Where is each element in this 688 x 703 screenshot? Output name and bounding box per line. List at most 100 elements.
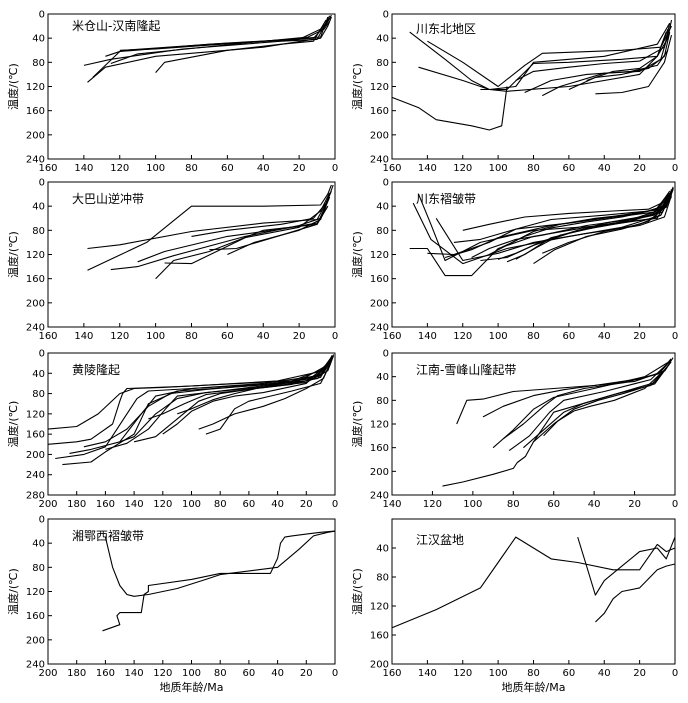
series-line-7 (533, 361, 672, 443)
x-axis-label: 地质年龄/Ma (502, 680, 566, 694)
panel-title: 川东褶皱带 (416, 191, 476, 206)
x-tick-label: 0 (332, 163, 338, 174)
series-line-7 (209, 205, 329, 251)
series-line-8 (191, 190, 332, 237)
y-axis-label: 温度/(℃) (6, 568, 20, 615)
chart-panel-3: 160 140 120 100 80 60 40 20 004080120160200240温度… (6, 178, 338, 343)
x-tick-label: 40 (257, 163, 270, 174)
x-tick-label: 140 (74, 163, 93, 174)
x-tick-label: 0 (332, 668, 338, 679)
y-tick-label: 120 (370, 82, 389, 93)
x-tick-label: 20 (633, 331, 646, 342)
series-line-11 (198, 357, 333, 430)
x-tick-label: 120 (110, 163, 129, 174)
y-tick-label: 240 (26, 155, 45, 166)
series-line-11 (515, 192, 671, 260)
x-tick-label: 20 (293, 331, 306, 342)
y-tick-label: 120 (26, 409, 45, 420)
x-tick-label: 160 (382, 163, 401, 174)
x-tick-label: 0 (672, 331, 678, 342)
y-tick-label: 160 (370, 106, 389, 117)
y-tick-label: 40 (32, 202, 45, 213)
y-tick-label: 80 (32, 58, 45, 69)
series-line-9 (482, 357, 674, 418)
x-tick-label: 20 (300, 499, 313, 510)
x-tick-label: 0 (672, 499, 678, 510)
y-tick-label: 40 (376, 202, 389, 213)
panel-title: 米仓山-汉南隆起 (72, 18, 160, 33)
x-tick-label: 120 (153, 499, 172, 510)
x-tick-label: 100 (489, 668, 508, 679)
series-line-11 (586, 31, 667, 82)
x-tick-label: 60 (243, 499, 256, 510)
x-tick-label: 140 (418, 163, 437, 174)
chart-panel-5: 200 180 160 140 120 100 80 60 40 20 00408012016020… (6, 349, 338, 511)
chart-panel-4: 160 140 120 100 80 60 40 20 004080120160200240温度… (350, 178, 678, 343)
x-tick-label: 140 (74, 331, 93, 342)
y-axis-label: 温度/(℃) (350, 568, 364, 615)
x-tick-label: 20 (633, 668, 646, 679)
y-tick-label: 200 (370, 467, 389, 478)
x-tick-label: 100 (182, 499, 201, 510)
x-tick-label: 80 (527, 163, 540, 174)
y-tick-label: 240 (370, 491, 389, 502)
y-tick-label: 40 (32, 34, 45, 45)
x-tick-label: 40 (598, 331, 611, 342)
x-tick-label: 160 (382, 668, 401, 679)
x-tick-label: 80 (507, 499, 520, 510)
x-tick-label: 100 (182, 668, 201, 679)
y-tick-label: 200 (26, 130, 45, 141)
x-tick-label: 100 (146, 331, 165, 342)
x-tick-label: 180 (67, 499, 86, 510)
x-tick-label: 140 (125, 499, 144, 510)
x-tick-label: 140 (418, 331, 437, 342)
series-line-9 (162, 362, 329, 435)
y-tick-label: 80 (376, 573, 389, 584)
x-tick-label: 100 (146, 163, 165, 174)
x-tick-label: 20 (628, 499, 641, 510)
series-line-1 (87, 184, 332, 271)
y-axis-label: 温度/(℃) (350, 63, 364, 110)
x-tick-label: 140 (382, 499, 401, 510)
x-tick-label: 200 (38, 499, 57, 510)
series-line-9 (227, 196, 331, 256)
series-line-4 (155, 196, 331, 280)
series-line-2 (104, 530, 336, 597)
y-tick-label: 80 (376, 226, 389, 237)
x-tick-label: 80 (214, 499, 227, 510)
series-line-3 (412, 193, 672, 265)
y-tick-label: 280 (26, 491, 45, 502)
x-tick-label: 120 (110, 331, 129, 342)
series-line-4 (508, 359, 672, 452)
y-tick-label: 80 (32, 563, 45, 574)
y-tick-label: 200 (370, 660, 389, 671)
x-tick-label: 120 (453, 668, 472, 679)
y-tick-label: 40 (376, 544, 389, 555)
x-tick-label: 20 (293, 163, 306, 174)
y-tick-label: 80 (376, 58, 389, 69)
series-line-1 (102, 530, 336, 632)
series-line-14 (119, 355, 335, 443)
series-line-3 (595, 563, 676, 623)
series-line-13 (177, 356, 333, 415)
x-tick-label: 160 (96, 668, 115, 679)
y-tick-label: 120 (26, 82, 45, 93)
y-tick-label: 160 (26, 274, 45, 285)
y-tick-label: 240 (370, 155, 389, 166)
y-tick-label: 80 (376, 396, 389, 407)
y-tick-label: 160 (26, 106, 45, 117)
y-tick-label: 240 (26, 660, 45, 671)
y-tick-label: 120 (26, 587, 45, 598)
y-tick-label: 240 (26, 323, 45, 334)
chart-panel-8: 160 140 120 100 80 60 40 20 04080120160200温度/(℃)… (350, 518, 678, 694)
x-tick-label: 160 (38, 163, 57, 174)
y-tick-label: 160 (370, 443, 389, 454)
x-tick-label: 140 (125, 668, 144, 679)
series-line-4 (427, 25, 672, 88)
x-tick-label: 200 (38, 668, 57, 679)
x-tick-label: 80 (214, 668, 227, 679)
x-tick-label: 80 (185, 163, 198, 174)
x-tick-label: 40 (598, 668, 611, 679)
y-tick-label: 40 (32, 369, 45, 380)
panel-title: 江汉盆地 (416, 533, 464, 547)
